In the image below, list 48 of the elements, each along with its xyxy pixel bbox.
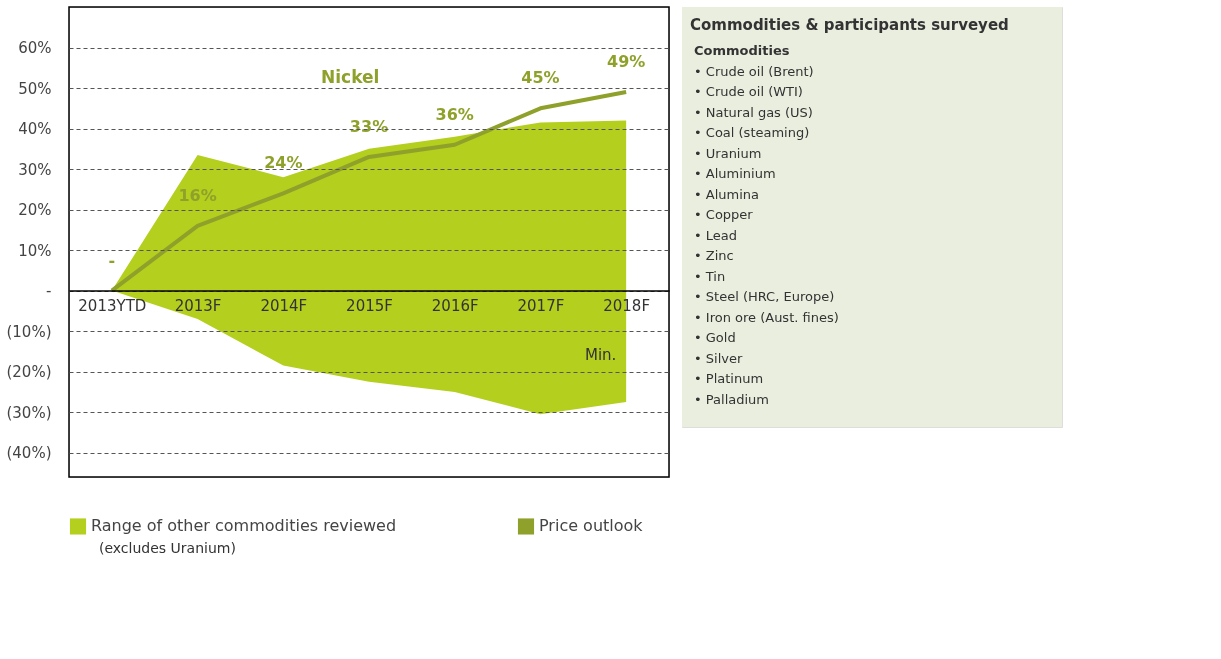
y-tick-label: 50% xyxy=(18,79,52,98)
y-tick-label: (10%) xyxy=(6,322,52,341)
data-label: 45% xyxy=(521,68,560,88)
text: • Crude oil (Brent) xyxy=(694,63,814,79)
y-tick-label: (30%) xyxy=(6,403,52,422)
text: • Iron ore (Aust. fines) xyxy=(694,309,839,325)
text: • Steel (HRC, Europe) xyxy=(694,289,835,304)
text: Commodities & participants surveyed xyxy=(690,16,1009,34)
y-tick-label: - xyxy=(46,282,52,301)
y-tick-label: 40% xyxy=(18,120,52,139)
x-tick-label: 2014F xyxy=(260,297,308,316)
x-tick-label: 2015F xyxy=(346,297,393,316)
data-label: 36% xyxy=(435,104,474,124)
x-tick-label: 2016F xyxy=(431,297,479,316)
text: • Copper xyxy=(694,207,754,222)
text: • Gold xyxy=(694,330,736,345)
data-label: 24% xyxy=(264,153,303,173)
y-tick-label: 10% xyxy=(18,241,52,260)
text: • Silver xyxy=(694,350,743,366)
y-tick-label: (20%) xyxy=(6,363,52,382)
text: • Platinum xyxy=(694,371,764,386)
x-tick-label: 2013F xyxy=(174,297,222,316)
data-label: - xyxy=(108,250,116,270)
text: • Uranium xyxy=(694,145,762,161)
text: Commodities xyxy=(694,43,790,58)
text: • Tin xyxy=(694,268,726,284)
line-series xyxy=(109,90,629,293)
text: • Palladium xyxy=(694,391,769,407)
legend-label: Price outlook xyxy=(539,516,644,536)
y-tick-label: 20% xyxy=(18,201,52,220)
legend-label: Range of other commodities reviewed xyxy=(91,516,397,536)
y-tick-label: 30% xyxy=(18,160,52,179)
text: • Zinc xyxy=(694,248,734,263)
annotation: Min. xyxy=(585,345,617,364)
data-label: 33% xyxy=(349,116,389,136)
data-label: 49% xyxy=(606,52,646,72)
x-tick-label: 2017F xyxy=(517,297,565,316)
text: (excludes Uranium) xyxy=(99,540,236,556)
y-tick-label: (40%) xyxy=(6,444,52,463)
text: • Lead xyxy=(694,227,738,243)
text: • Natural gas (US) xyxy=(694,104,813,120)
text: • Coal (steaming) xyxy=(694,125,810,140)
text: • Crude oil (WTI) xyxy=(694,84,803,99)
x-tick-label: 2013YTD xyxy=(78,297,147,316)
text: • Aluminium xyxy=(694,166,776,181)
text: • Alumina xyxy=(694,186,760,202)
annotation: Nickel xyxy=(321,66,380,87)
y-tick-label: 60% xyxy=(18,39,52,58)
